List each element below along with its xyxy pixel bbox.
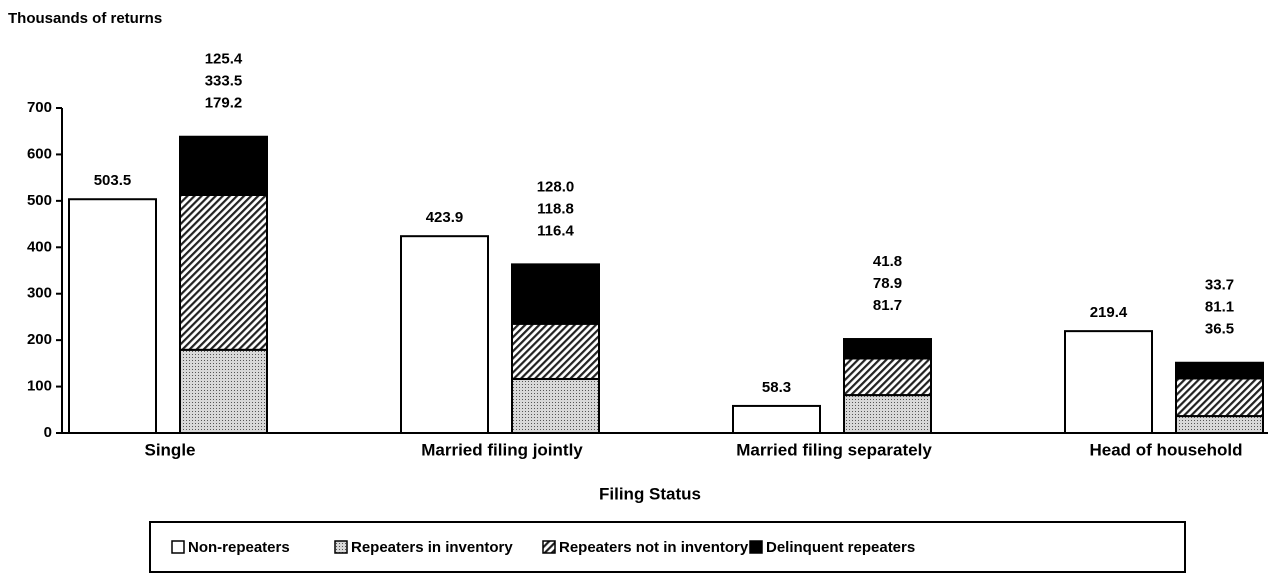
x-axis-title: Filing Status	[599, 484, 701, 503]
legend-swatch	[171, 540, 185, 554]
y-tick-label: 400	[27, 238, 52, 255]
bar-segment	[179, 348, 268, 434]
bar-segment	[511, 322, 600, 380]
value-label: 81.1	[1205, 299, 1234, 316]
bar-segment	[400, 235, 489, 434]
value-label: 333.5	[205, 73, 243, 90]
bar-segment	[1064, 330, 1153, 434]
value-label: 503.5	[94, 172, 132, 189]
bar-segment	[511, 263, 600, 325]
legend-swatch	[542, 540, 556, 554]
bar-segment	[843, 394, 932, 435]
bar-segment	[1175, 377, 1264, 418]
y-tick-label: 200	[27, 331, 52, 348]
y-tick-label: 100	[27, 378, 52, 395]
y-tick-label: 300	[27, 285, 52, 302]
legend-swatch	[334, 540, 348, 554]
value-label: 58.3	[762, 379, 791, 396]
bar-segment	[1175, 361, 1264, 380]
y-tick-label: 0	[44, 424, 52, 441]
y-tick-label: 500	[27, 192, 52, 209]
value-label: 125.4	[205, 51, 243, 68]
value-label: 116.4	[537, 222, 574, 239]
bar-segment	[179, 193, 268, 351]
value-label: 219.4	[1090, 304, 1128, 321]
value-label: 78.9	[873, 275, 902, 292]
bar-segment	[843, 357, 932, 397]
x-tick-label: Married filing separately	[736, 440, 932, 459]
bar-segment	[843, 338, 932, 360]
legend-label: Non-repeaters	[188, 539, 290, 556]
value-label: 179.2	[205, 95, 243, 112]
y-tick-label: 600	[27, 145, 52, 162]
bar-segment	[732, 404, 821, 434]
bar-segment	[179, 135, 268, 196]
value-label: 81.7	[873, 297, 902, 314]
x-tick-label: Married filing jointly	[421, 440, 583, 459]
x-tick-label: Head of household	[1090, 440, 1243, 459]
bar-segment	[1175, 415, 1264, 434]
legend-label: Repeaters not in inventory	[559, 539, 749, 556]
value-label: 36.5	[1205, 321, 1234, 338]
x-tick-label: Single	[144, 440, 195, 459]
bar-segment	[511, 377, 600, 435]
legend-box	[149, 521, 1186, 573]
value-label: 128.0	[537, 178, 575, 195]
legend-swatch	[749, 540, 763, 554]
legend-label: Repeaters in inventory	[351, 539, 513, 556]
value-label: 33.7	[1205, 277, 1234, 294]
value-label: 423.9	[426, 209, 464, 226]
y-axis-title: Thousands of returns	[8, 10, 162, 27]
value-label: 41.8	[873, 253, 902, 270]
value-label: 118.8	[537, 200, 574, 217]
bar-segment	[68, 198, 157, 434]
y-tick-label: 700	[27, 99, 52, 116]
legend-label: Delinquent repeaters	[766, 539, 915, 556]
